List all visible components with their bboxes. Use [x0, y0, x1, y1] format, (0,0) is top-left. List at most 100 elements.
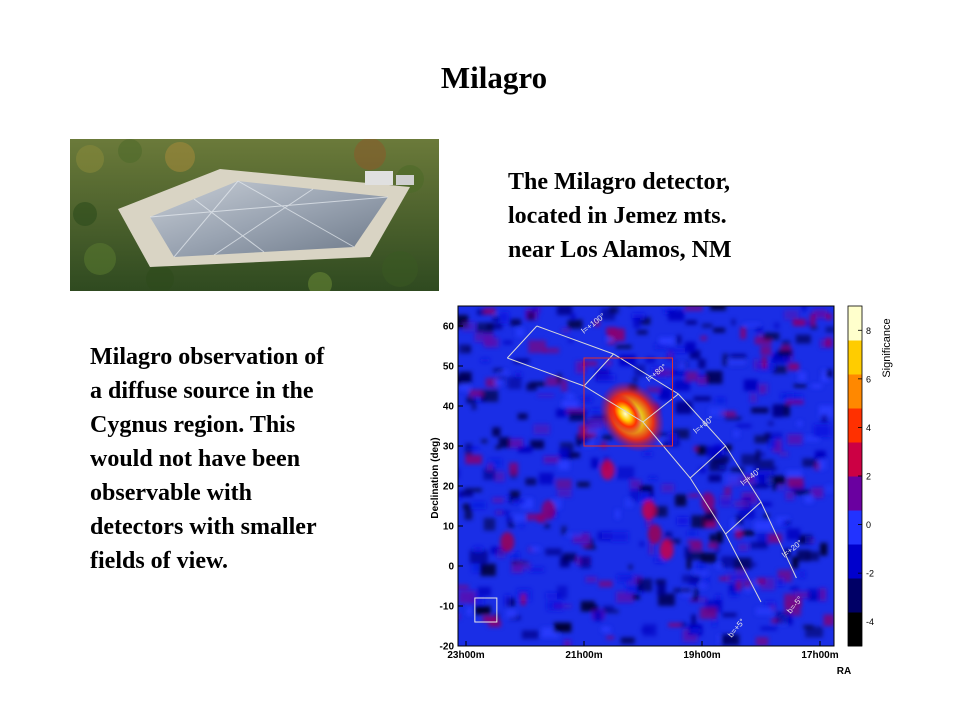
detector-caption-line: The Milagro detector, [508, 169, 730, 195]
noise-cell [580, 556, 591, 569]
noise-cell [632, 313, 645, 321]
noise-cell [740, 327, 746, 339]
noise-cell [469, 389, 484, 397]
noise-cell [713, 327, 726, 333]
colorbar-segment [848, 510, 862, 545]
colorbar-tick-label: 4 [866, 423, 871, 433]
noise-cell [809, 314, 816, 326]
observation-caption-line: would not have been [90, 446, 301, 472]
noise-cell [812, 309, 828, 319]
noise-cell [735, 514, 743, 526]
noise-cell [521, 630, 539, 639]
noise-cell [794, 490, 810, 495]
noise-cell [528, 340, 546, 353]
noise-cell [458, 590, 476, 604]
noise-cell [724, 486, 732, 496]
forest-texture [73, 139, 424, 291]
noise-cell [617, 574, 634, 582]
noise-cell [581, 396, 593, 403]
noise-cell [786, 549, 791, 558]
noise-cell [757, 502, 772, 507]
noise-cell [724, 444, 732, 451]
noise-cell [566, 407, 585, 414]
noise-cell [813, 424, 831, 438]
noise-cell [771, 466, 778, 472]
noise-cell [763, 513, 770, 519]
noise-cell [768, 421, 774, 426]
colorbar-segment [848, 374, 862, 409]
noise-cell [657, 583, 666, 595]
noise-cell [463, 503, 471, 510]
noise-cell [506, 515, 513, 523]
noise-cell [725, 416, 742, 420]
noise-cell [755, 637, 769, 646]
noise-cell [819, 405, 834, 418]
noise-cell [506, 495, 512, 501]
noise-cell [686, 557, 691, 570]
noise-cell [754, 462, 760, 472]
noise-cell [671, 369, 687, 377]
noise-cell [474, 606, 491, 615]
noise-cell [510, 514, 525, 523]
noise-cell [471, 562, 486, 573]
noise-cell [458, 385, 461, 389]
noise-cell [495, 379, 505, 386]
noise-cell [465, 454, 482, 465]
noise-cell [639, 317, 651, 325]
noise-cell [585, 576, 597, 583]
noise-cell [819, 588, 827, 601]
noise-cell [473, 546, 483, 553]
noise-cell [605, 337, 614, 341]
noise-cell [693, 396, 711, 401]
noise-cell [570, 313, 576, 320]
noise-cell [563, 639, 571, 646]
noise-cell [531, 307, 538, 312]
noise-cell [529, 382, 546, 386]
building [365, 171, 393, 185]
noise-cell [577, 481, 590, 488]
noise-cell [637, 578, 653, 592]
noise-cell [620, 637, 635, 644]
noise-cell [609, 306, 619, 314]
x-tick-label: 17h00m [801, 650, 838, 661]
noise-cell [787, 477, 804, 488]
noise-cell [805, 626, 823, 638]
noise-cell [483, 468, 496, 480]
noise-cell [539, 472, 554, 485]
plot-frame [457, 305, 835, 647]
noise-cell [508, 438, 524, 449]
noise-cell [656, 369, 674, 377]
detector-caption-line: near Los Alamos, NM [508, 237, 732, 263]
noise-cell [785, 491, 795, 501]
noise-cell [701, 323, 713, 328]
noise-cell [591, 408, 601, 412]
noise-cell [734, 500, 750, 508]
noise-cell [625, 584, 644, 594]
cygnus-region-box [583, 357, 673, 447]
noise-cell [495, 445, 501, 449]
noise-cell [707, 446, 721, 457]
noise-cell [558, 458, 570, 470]
noise-cell [798, 372, 806, 382]
noise-cell [710, 306, 726, 311]
noise-cell [792, 556, 799, 569]
colorbar-tick-label: 2 [866, 472, 871, 482]
noise-cell [689, 597, 707, 603]
noise-cell [807, 588, 824, 601]
noise-cell [765, 601, 776, 607]
noise-cell [526, 513, 544, 521]
noise-cell [582, 361, 598, 366]
noise-cell [677, 517, 689, 525]
noise-cell [601, 442, 607, 448]
noise-cell [672, 428, 690, 439]
noise-cell [686, 551, 704, 561]
noise-cell [476, 322, 494, 334]
observation-caption-line: observable with [90, 480, 252, 506]
colorbar-segment [848, 442, 862, 477]
noise-cell [541, 627, 559, 638]
noise-cell [554, 604, 572, 608]
noise-cell [594, 610, 602, 622]
noise-cell [648, 541, 654, 555]
warm-region [541, 500, 556, 520]
noise-cell [458, 315, 469, 328]
